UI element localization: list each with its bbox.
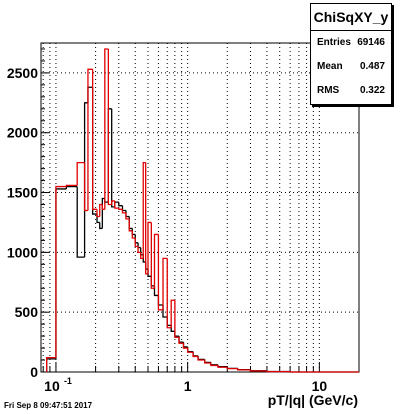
histogram-bin <box>204 359 211 364</box>
y-tick-label: 1500 <box>7 185 38 201</box>
histogram-bin <box>131 230 136 239</box>
x-axis: 10 -1 1 10 <box>42 362 360 394</box>
histogram-bin <box>87 86 93 103</box>
histogram-bin <box>142 161 146 259</box>
histogram-bin <box>118 208 123 210</box>
histogram-bin <box>153 285 159 297</box>
histogram-bin <box>55 185 67 358</box>
histogram-bin <box>101 197 105 229</box>
histogram-bin <box>197 356 205 361</box>
stats-value: 0.322 <box>359 85 385 96</box>
histogram-bin <box>104 48 109 210</box>
histogram-bin <box>210 363 219 367</box>
stats-label: Entries <box>317 37 351 48</box>
histogram-red <box>46 48 359 373</box>
histogram-bin <box>111 108 115 208</box>
histogram-bin <box>145 162 149 275</box>
x-tick-label: 10 <box>312 378 328 394</box>
y-tick-label: 0 <box>30 364 38 380</box>
histogram-bin <box>134 238 139 248</box>
histogram-bin <box>76 161 85 186</box>
stats-row-mean: Mean 0.487 <box>311 55 391 79</box>
histogram-series <box>46 48 359 373</box>
histogram-bin <box>125 212 130 220</box>
histogram-bin <box>65 184 78 187</box>
stats-title: ChiSqXY_y <box>311 4 391 31</box>
histogram-bin <box>162 257 168 310</box>
histogram-bin <box>153 233 159 289</box>
histogram-bin <box>170 299 175 328</box>
histogram-bin <box>204 360 211 364</box>
histogram-bin <box>107 48 112 206</box>
histogram-bin <box>55 188 67 359</box>
histogram-bin <box>174 300 180 338</box>
histogram-bin <box>111 200 115 205</box>
histogram-black <box>46 86 359 373</box>
histogram-bin <box>118 202 123 207</box>
histogram-bin <box>226 367 238 370</box>
stats-label: RMS <box>317 85 340 96</box>
histogram-bin <box>217 364 228 368</box>
timestamp: Fri Sep 8 09:47:51 2017 <box>4 401 93 410</box>
histogram-bin <box>101 204 105 210</box>
stats-row-entries: Entries 69146 <box>311 31 391 55</box>
stats-box: ChiSqXY_y Entries 69146 Mean 0.487 RMS 0… <box>310 3 392 105</box>
y-tick-label: 500 <box>15 304 39 320</box>
histogram-bin <box>192 351 199 357</box>
y-axis: 0 500 1000 1500 2000 2500 <box>7 48 49 380</box>
histogram-bin <box>99 203 103 217</box>
histogram-bin <box>137 246 141 254</box>
x-tick-exponent: -1 <box>64 376 72 386</box>
histogram-bin <box>76 186 85 258</box>
stats-row-rms: RMS 0.322 <box>311 79 391 103</box>
histogram-bin <box>46 356 56 372</box>
histogram-bin <box>46 358 56 372</box>
histogram-bin <box>197 355 205 361</box>
histogram-bin <box>249 369 267 372</box>
histogram-bin <box>87 68 93 211</box>
histogram-bin <box>83 162 88 212</box>
histogram-bin <box>147 221 152 274</box>
histogram-bin <box>166 258 172 329</box>
histogram-bin <box>128 218 133 232</box>
histogram-bin <box>99 222 103 230</box>
histogram-bin <box>187 346 194 353</box>
stats-label: Mean <box>317 61 343 72</box>
histogram-bin <box>157 234 164 311</box>
histogram-bin <box>114 200 119 209</box>
y-tick-label: 2000 <box>7 125 38 141</box>
histogram-bin <box>92 69 98 210</box>
histogram-bin <box>150 222 155 289</box>
x-axis-label: pT/|q| (GeV/c) <box>268 392 358 408</box>
histogram-bin <box>96 209 100 218</box>
histogram-bin <box>182 343 188 349</box>
x-tick-label: 10 <box>44 378 60 394</box>
y-tick-label: 1000 <box>7 244 38 260</box>
histogram-bin <box>266 370 291 373</box>
y-tick-label: 2500 <box>7 65 38 81</box>
histogram-bin <box>178 337 184 344</box>
x-tick-label: 1 <box>184 378 192 394</box>
histogram-bin <box>187 348 194 353</box>
histogram-bin <box>217 365 228 368</box>
histogram-bin <box>65 185 78 189</box>
histogram-bin <box>121 209 126 214</box>
histogram-bin <box>192 352 199 358</box>
stats-value: 69146 <box>357 37 385 48</box>
histogram-bin <box>210 362 219 366</box>
stats-value: 0.487 <box>359 61 385 72</box>
histogram-bin <box>157 295 164 306</box>
histogram-bin <box>92 87 98 215</box>
histogram-bin <box>237 368 251 371</box>
histogram-bin <box>140 252 144 259</box>
